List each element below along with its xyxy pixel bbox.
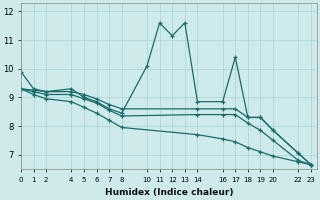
X-axis label: Humidex (Indice chaleur): Humidex (Indice chaleur)	[105, 188, 233, 197]
